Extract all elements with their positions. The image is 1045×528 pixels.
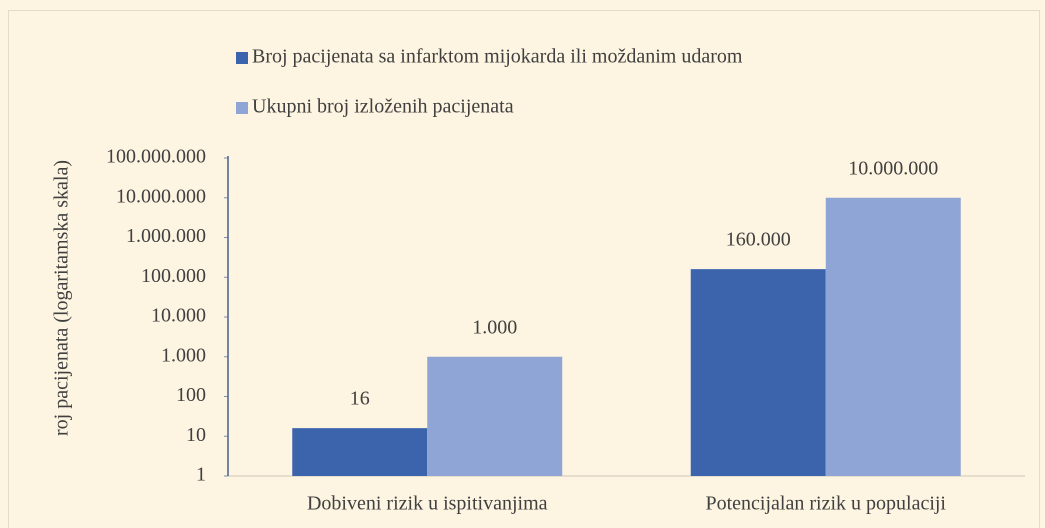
data-label: 16 <box>350 388 370 410</box>
legend-label: Broj pacijenata sa infarktom mijokarda i… <box>252 46 743 68</box>
legend-label: Ukupni broj izloženih pacijenata <box>252 96 514 118</box>
x-tick-label: Dobiveni rizik u ispitivanjima <box>307 493 548 515</box>
y-tick-label: 10.000.000 <box>116 185 206 207</box>
data-label: 1.000 <box>472 316 517 338</box>
bar <box>292 428 428 476</box>
data-label: 10.000.000 <box>848 157 938 179</box>
y-tick-label: 100.000 <box>141 265 206 287</box>
legend-swatch <box>236 52 248 64</box>
chart-border <box>8 10 1040 528</box>
bar <box>690 269 826 476</box>
bar <box>427 356 563 476</box>
y-axis-label: roj pacijenata (logaritamska skala) <box>51 160 73 436</box>
y-tick-label: 10.000 <box>151 305 206 327</box>
legend-swatch <box>236 102 248 114</box>
data-label: 160.000 <box>726 229 791 251</box>
y-tick-label: 1.000.000 <box>126 225 206 247</box>
bar <box>825 197 961 476</box>
y-tick-label: 100 <box>176 384 206 406</box>
y-tick-label: 10 <box>186 424 206 446</box>
y-tick-label: 1 <box>196 464 206 486</box>
y-tick-label: 100.000.000 <box>106 146 206 168</box>
x-tick-label: Potencijalan rizik u populaciji <box>706 493 947 515</box>
y-tick-label: 1.000 <box>161 344 206 366</box>
